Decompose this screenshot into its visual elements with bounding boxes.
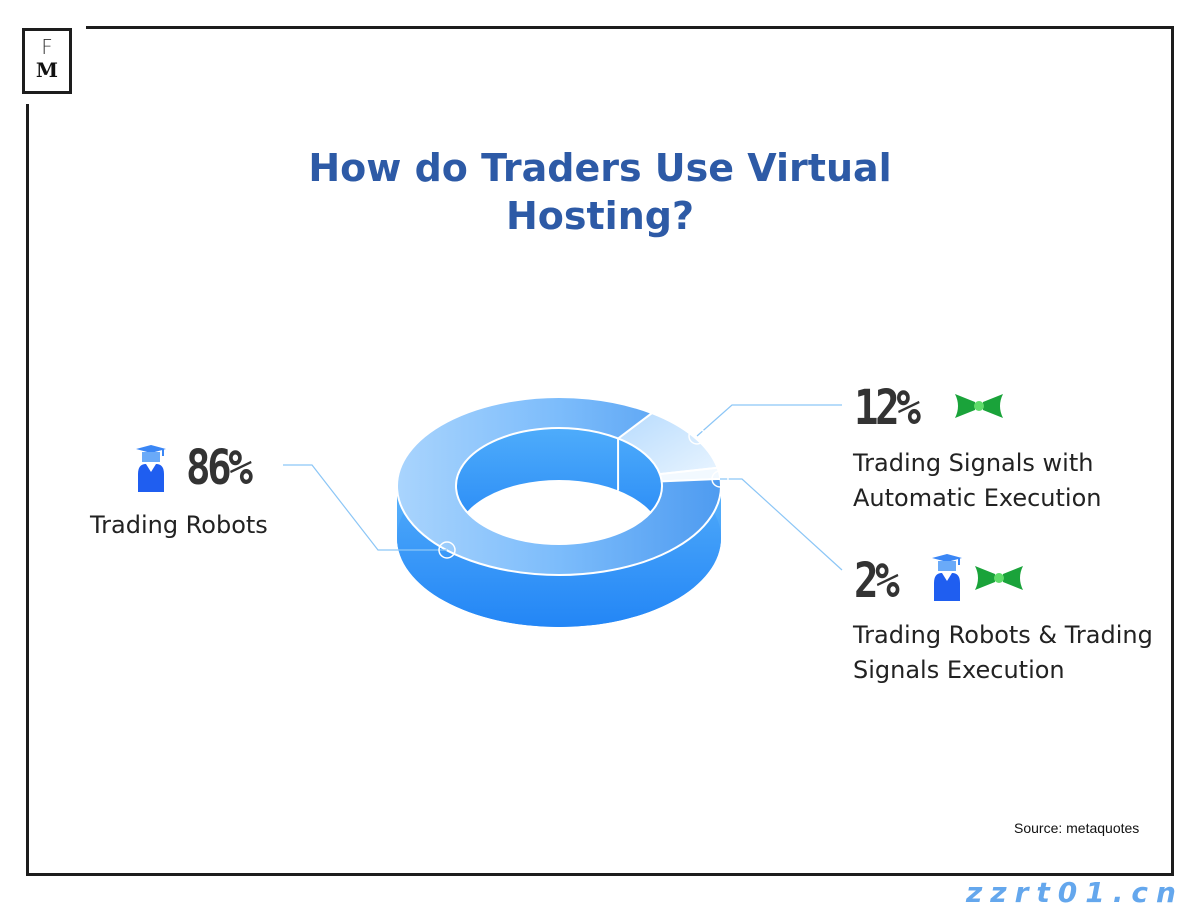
source-note: Source: metaquotes xyxy=(1014,820,1140,836)
label-line-2: Signals Execution xyxy=(853,656,1065,684)
logo-f: F xyxy=(41,35,53,59)
robot-graduate-icon xyxy=(136,445,166,492)
label-text-trading-robots: Trading Robots xyxy=(90,511,268,539)
signal-bowtie-icon xyxy=(975,566,1023,590)
donut-hole xyxy=(456,480,662,544)
marker-trading-signals xyxy=(688,427,706,445)
leader-robots-and-signals xyxy=(720,478,843,571)
logo-m: M xyxy=(35,58,59,82)
signal-bowtie-icon xyxy=(955,394,1003,418)
leader-trading-signals xyxy=(696,404,842,437)
label-line-1: Trading Robots & Trading xyxy=(853,621,1153,649)
donut-slice-trading-robots xyxy=(396,396,722,576)
fm-logo: F M xyxy=(22,28,72,94)
robot-graduate-icon xyxy=(932,554,962,601)
leader-trading-robots xyxy=(283,464,447,551)
chart-title: How do Traders Use Virtual Hosting? xyxy=(308,146,892,238)
value-trading-signals: 12% xyxy=(854,380,921,436)
label-line-2: Automatic Execution xyxy=(853,484,1102,512)
marker-robots-and-signals xyxy=(711,470,729,488)
marker-trading-robots xyxy=(438,541,456,559)
leader-lines xyxy=(283,404,843,571)
value-trading-robots: 86% xyxy=(186,440,253,496)
infographic-frame xyxy=(26,26,1174,876)
value-robots-and-signals: 2% xyxy=(854,553,900,609)
label-line-1: Trading Signals with xyxy=(853,449,1094,477)
watermark: zzrt01.cn xyxy=(966,876,1184,909)
